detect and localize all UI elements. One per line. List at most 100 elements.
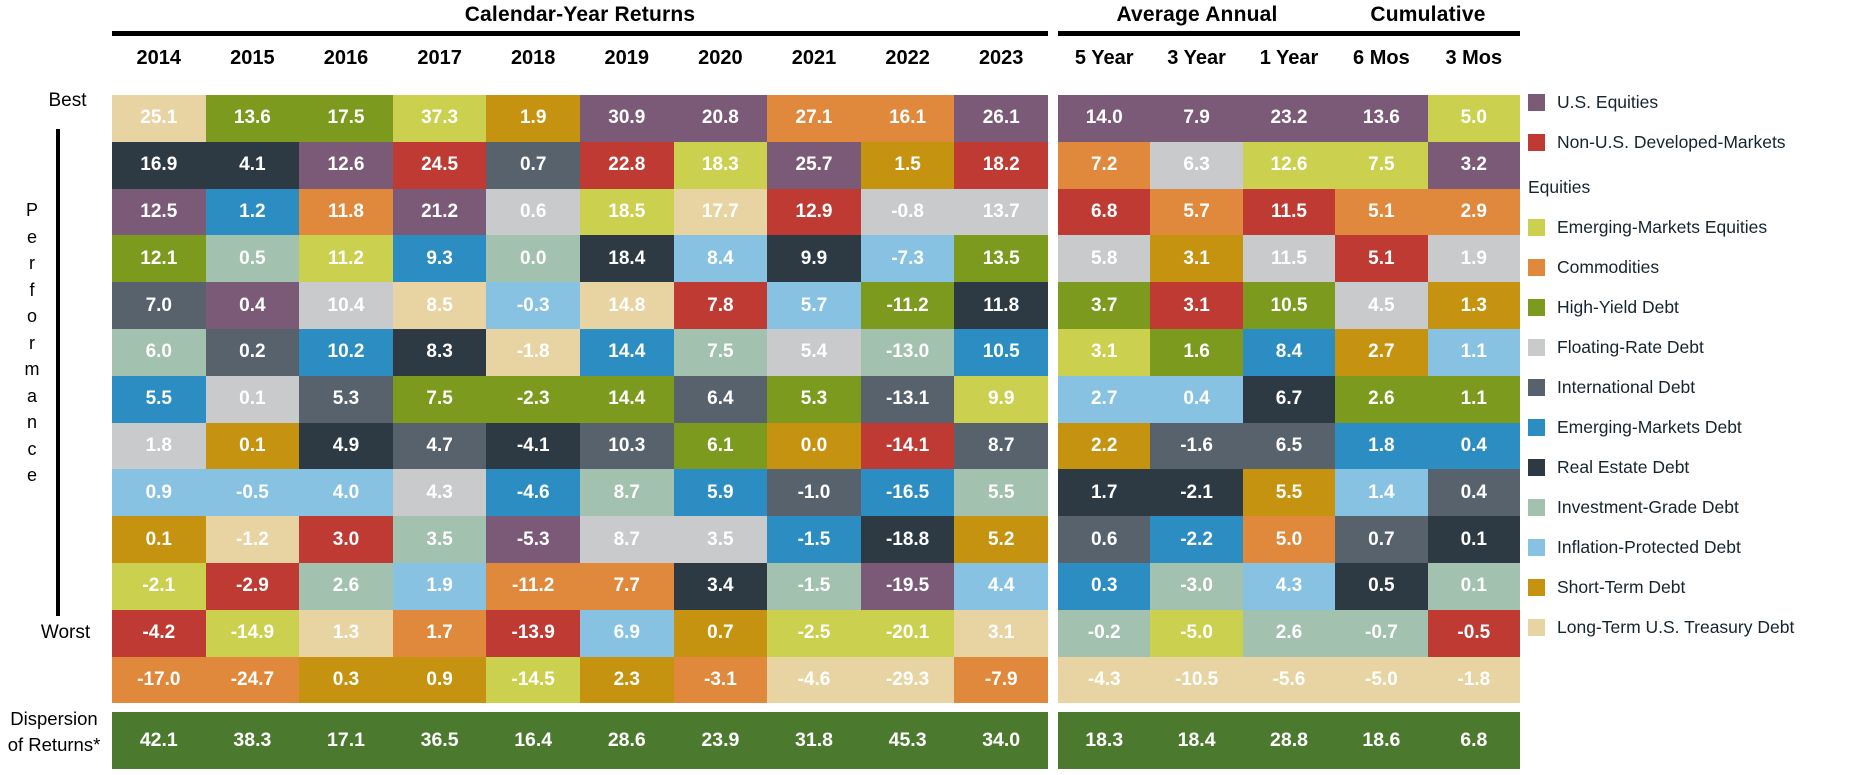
return-cell: 18.3 xyxy=(673,141,768,189)
return-cell: 11.2 xyxy=(299,235,393,283)
return-cell: -16.5 xyxy=(860,469,955,517)
column-header-2018: 2018 xyxy=(510,47,556,69)
performance-axis-letter: a xyxy=(26,385,37,406)
legend-item-long-term-u-s-treasury-debt: Long-Term U.S. Treasury Debt xyxy=(1528,605,1850,650)
return-cell: 11.8 xyxy=(954,282,1048,329)
dispersion-of-returns-label: Dispersion of Returns* xyxy=(0,706,108,758)
return-cell: 27.1 xyxy=(767,95,861,142)
return-cell: 5.5 xyxy=(954,469,1048,517)
column-header-2022: 2022 xyxy=(885,47,930,69)
return-cell: -18.8 xyxy=(860,516,955,563)
legend-label: Non-U.S. Developed-Markets Equities xyxy=(1528,132,1786,197)
performance-axis-letter: c xyxy=(27,438,37,459)
return-cell: 0.6 xyxy=(486,188,580,236)
dispersion-label-line2: of Returns* xyxy=(7,734,101,755)
return-cell: 5.0 xyxy=(1427,95,1520,142)
return-cell: 5.2 xyxy=(954,516,1048,563)
return-cell: 2.7 xyxy=(1335,328,1428,376)
return-cell: 13.5 xyxy=(954,235,1048,283)
return-cell: 11.8 xyxy=(299,188,393,236)
return-cell: -2.2 xyxy=(1150,516,1243,563)
return-cell: 5.5 xyxy=(112,375,206,423)
legend-item-international-debt: International Debt xyxy=(1528,365,1850,410)
return-cell: 10.5 xyxy=(954,328,1048,376)
dispersion-cell: 45.3 xyxy=(860,712,955,769)
performance-axis-letter: r xyxy=(29,253,35,273)
return-cell: 0.6 xyxy=(1058,516,1151,563)
return-cell: 6.7 xyxy=(1242,375,1336,423)
legend-label: Emerging-Markets Equities xyxy=(1557,217,1768,237)
return-cell: 8.7 xyxy=(579,469,674,517)
return-cell: -14.9 xyxy=(205,609,300,657)
return-cell: -14.5 xyxy=(486,656,580,704)
return-cell: 0.0 xyxy=(767,422,861,470)
return-cell: 3.4 xyxy=(673,562,768,610)
legend-swatch-icon xyxy=(1528,298,1545,316)
return-cell: -13.1 xyxy=(860,375,955,423)
return-cell: -4.1 xyxy=(486,422,580,470)
return-cell: 8.4 xyxy=(673,235,768,283)
return-cell: 5.7 xyxy=(1150,188,1243,236)
return-cell: 30.9 xyxy=(579,95,674,142)
return-cell: 2.6 xyxy=(299,562,393,610)
worst-axis-label: Worst xyxy=(40,622,91,643)
return-cell: 0.4 xyxy=(1427,422,1520,470)
legend-item-commodities: Commodities xyxy=(1528,245,1850,290)
return-cell: -1.6 xyxy=(1150,422,1243,470)
return-cell: 4.3 xyxy=(1242,562,1336,610)
return-cell: 2.6 xyxy=(1335,375,1428,423)
dispersion-cell: 18.4 xyxy=(1150,712,1243,769)
return-cell: 8.5 xyxy=(392,282,487,329)
return-cell: 5.0 xyxy=(1242,516,1336,563)
legend-swatch-icon xyxy=(1528,538,1545,556)
return-cell: -13.9 xyxy=(486,609,580,657)
dispersion-cell: 36.5 xyxy=(392,712,487,769)
performance-axis-letter: n xyxy=(26,412,37,432)
return-cell: -14.1 xyxy=(860,422,955,470)
return-cell: 18.4 xyxy=(579,235,674,283)
return-cell: 0.1 xyxy=(205,422,300,470)
return-cell: 4.3 xyxy=(392,469,487,517)
return-cell: 22.8 xyxy=(579,141,674,189)
return-cell: 14.0 xyxy=(1058,95,1151,142)
return-cell: 37.3 xyxy=(392,95,487,142)
legend-item-emerging-markets-equities: Emerging-Markets Equities xyxy=(1528,205,1850,250)
return-cell: 0.1 xyxy=(205,375,300,423)
return-cell: 1.7 xyxy=(1058,469,1151,517)
column-header-3-mos: 3 Mos xyxy=(1445,47,1503,69)
return-cell: 6.5 xyxy=(1242,422,1336,470)
return-cell: 0.0 xyxy=(486,235,580,283)
return-cell: 12.5 xyxy=(112,188,206,236)
return-cell: 6.1 xyxy=(673,422,768,470)
return-cell: 0.1 xyxy=(1427,562,1520,610)
legend-swatch-icon xyxy=(1528,458,1545,476)
return-cell: 16.9 xyxy=(112,141,206,189)
return-cell: 5.9 xyxy=(673,469,768,517)
performance-axis-letter: r xyxy=(29,332,35,353)
performance-axis-letter: m xyxy=(24,359,40,379)
legend-item-investment-grade-debt: Investment-Grade Debt xyxy=(1528,485,1850,530)
return-cell: 0.2 xyxy=(205,328,300,376)
performance-axis-letter: e xyxy=(26,226,37,247)
return-cell: -29.3 xyxy=(860,656,955,704)
return-cell: 5.4 xyxy=(767,328,861,376)
return-cell: 0.9 xyxy=(112,469,206,517)
return-cell: 2.7 xyxy=(1058,375,1151,423)
return-cell: 5.5 xyxy=(1242,469,1336,517)
return-cell: 18.2 xyxy=(954,141,1048,189)
return-cell: 2.9 xyxy=(1427,188,1520,236)
legend-label: High-Yield Debt xyxy=(1557,297,1679,317)
dispersion-cell: 23.9 xyxy=(673,712,768,769)
return-cell: 9.9 xyxy=(767,235,861,283)
legend-item-emerging-markets-debt: Emerging-Markets Debt xyxy=(1528,405,1850,450)
return-cell: 10.2 xyxy=(299,328,393,376)
return-cell: 3.1 xyxy=(954,609,1048,657)
return-cell: 7.2 xyxy=(1058,141,1151,189)
legend-item-u-s-equities: U.S. Equities xyxy=(1528,80,1850,125)
return-cell: 17.7 xyxy=(673,188,768,236)
return-cell: 0.3 xyxy=(1058,562,1151,610)
legend-swatch-icon xyxy=(1528,218,1545,236)
return-cell: 12.1 xyxy=(112,235,206,283)
return-cell: -5.0 xyxy=(1150,609,1243,657)
return-cell: 1.1 xyxy=(1427,328,1520,376)
